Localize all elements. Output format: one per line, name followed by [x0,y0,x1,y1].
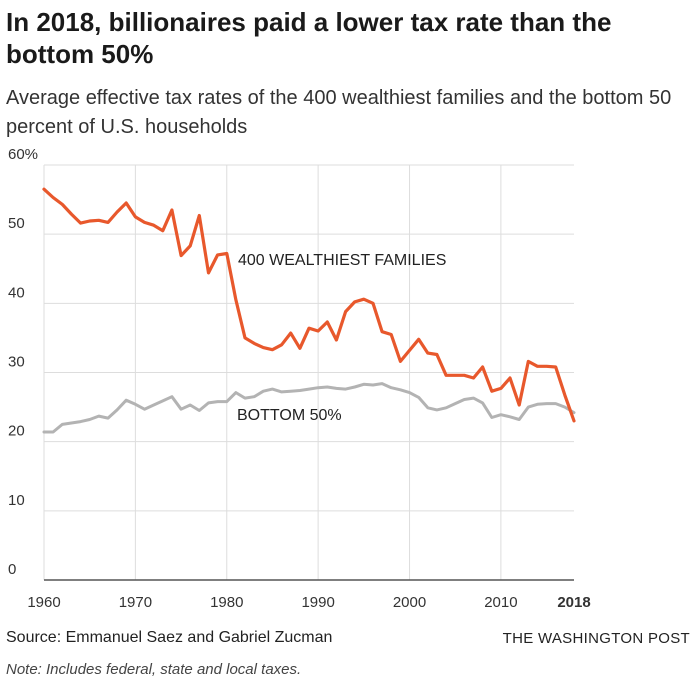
series-lines [42,187,576,434]
y-tick-label: 50 [8,215,25,232]
y-tick-label: 30 [8,354,25,371]
footnote: Note: Includes federal, state and local … [6,661,302,678]
x-tick-label: 1970 [119,594,152,611]
y-tick-label: 10 [8,492,25,509]
series-line-400-wealthiest [42,187,576,423]
x-tick-label: 2018 [557,594,590,611]
source-note: Source: Emmanuel Saez and Gabriel Zucman [6,629,333,646]
series-label-bottom-50: BOTTOM 50% [237,407,342,424]
series-label-400-wealthiest: 400 WEALTHIEST FAMILIES [238,252,446,269]
y-tick-label: 40 [8,284,25,301]
x-tick-label: 2010 [484,594,517,611]
chart-subtitle: Average effective tax rates of the 400 w… [6,87,672,138]
chart-title: In 2018, billionaires paid a lower tax r… [6,7,612,69]
x-tick-label: 2000 [393,594,426,611]
y-tick-label: 60% [8,146,38,163]
x-tick-label: 1980 [210,594,243,611]
series-labels: 400 WEALTHIEST FAMILIES BOTTOM 50% [237,252,446,424]
publisher-credit: THE WASHINGTON POST [502,630,690,647]
y-tick-label: 0 [8,561,16,578]
series-line-bottom-50 [42,382,576,434]
grid-lines [43,164,574,580]
y-tick-label: 20 [8,423,25,440]
x-tick-label: 1990 [301,594,334,611]
x-tick-label: 1960 [27,594,60,611]
